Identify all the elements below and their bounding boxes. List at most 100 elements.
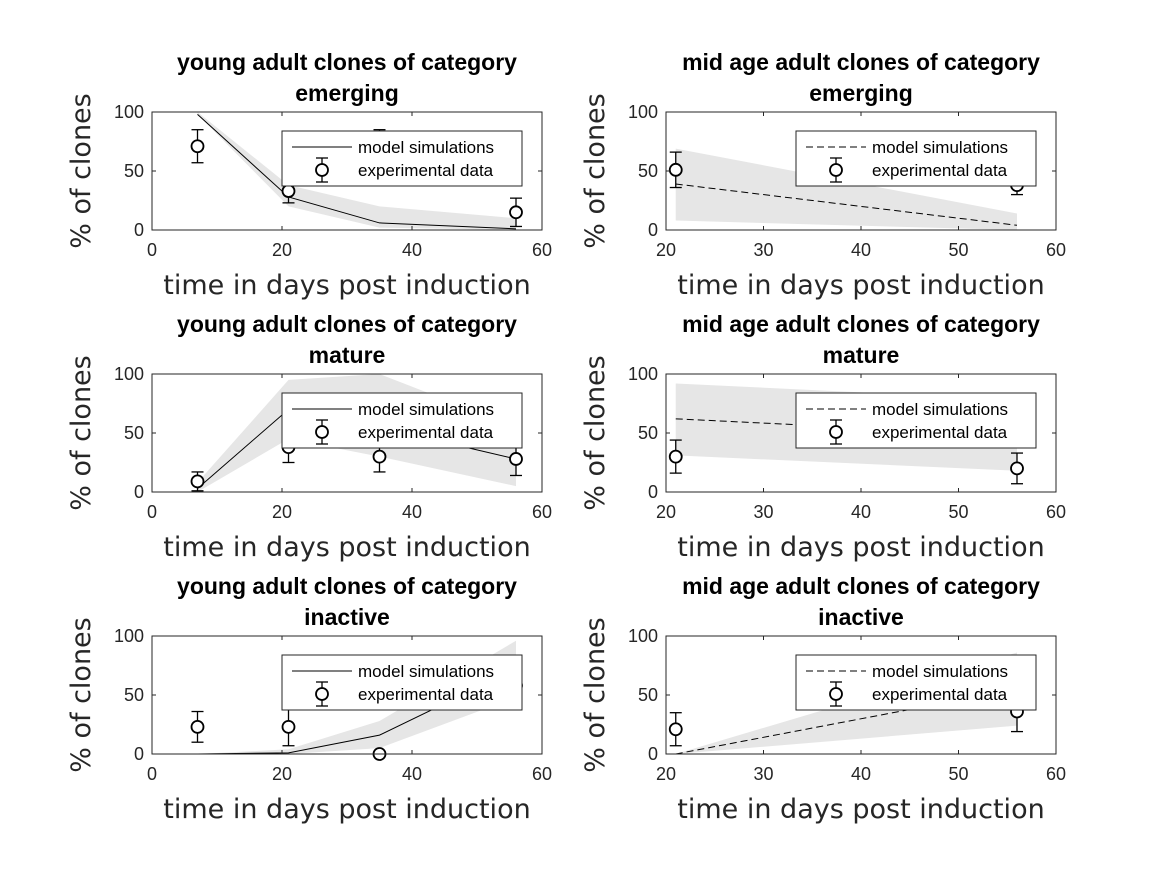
legend-marker-swatch (829, 425, 843, 439)
y-tick-label: 100 (628, 102, 658, 122)
legend-marker-swatch (315, 687, 329, 701)
x-tick-label: 40 (402, 764, 422, 784)
chart-title: mid age adult clones of category (682, 573, 1040, 599)
legend-entry: experimental data (872, 161, 1008, 180)
legend-entry: experimental data (358, 423, 494, 442)
y-tick-label: 0 (648, 482, 658, 502)
simulation-band (197, 112, 516, 230)
x-axis-label: time in days post induction (677, 794, 1044, 825)
legend-entry: experimental data (358, 685, 494, 704)
data-marker (190, 139, 205, 154)
simulation-line (675, 183, 1018, 226)
data-point (190, 710, 205, 743)
data-marker (509, 452, 523, 466)
data-marker (1010, 461, 1024, 476)
plot-area (675, 148, 1018, 230)
x-tick-label: 20 (656, 240, 676, 260)
x-tick-label: 40 (402, 502, 422, 522)
legend-marker-swatch (315, 163, 329, 177)
x-tick-label: 30 (753, 764, 773, 784)
x-tick-label: 50 (948, 764, 968, 784)
y-tick-label: 0 (134, 744, 144, 764)
y-axis-label: % of clones (66, 93, 97, 249)
chart-panel-6: 20 30 40 50 60 0 50 100 time in days post induct… (580, 573, 1066, 825)
legend: model simulations experimental data (281, 654, 523, 711)
data-point (668, 151, 683, 189)
x-tick-label: 60 (1046, 240, 1066, 260)
y-tick-label: 50 (124, 161, 144, 181)
x-tick-label: 30 (753, 240, 773, 260)
chart-title: mature (309, 342, 386, 368)
x-tick-label: 50 (948, 240, 968, 260)
y-tick-label: 50 (124, 423, 144, 443)
y-axis-label: % of clones (580, 93, 611, 249)
simulation-band (197, 640, 516, 754)
y-axis-label: % of clones (66, 355, 97, 511)
y-axis-label: % of clones (66, 617, 97, 773)
x-tick-label: 0 (147, 764, 157, 784)
x-tick-label: 0 (147, 502, 157, 522)
chart-panel-4: 20 30 40 50 60 0 50 100 time in days post induct… (580, 311, 1066, 563)
data-point (668, 439, 683, 474)
legend-marker-swatch (829, 687, 843, 701)
data-marker (281, 184, 296, 198)
y-axis-label: % of clones (580, 355, 611, 511)
x-tick-label: 40 (402, 240, 422, 260)
data-marker (281, 719, 296, 734)
legend-entry: model simulations (872, 138, 1008, 157)
chart-title: young adult clones of category (177, 49, 517, 75)
legend: model simulations experimental data (281, 130, 523, 187)
legend-entry: experimental data (358, 161, 494, 180)
y-tick-label: 50 (124, 685, 144, 705)
x-tick-label: 60 (1046, 764, 1066, 784)
chart-panel-2: 20 30 40 50 60 0 50 100 time in days post induct… (580, 49, 1066, 301)
y-tick-label: 100 (114, 626, 144, 646)
x-tick-label: 20 (272, 764, 292, 784)
legend-entry: model simulations (358, 662, 494, 681)
chart-title: mature (823, 342, 900, 368)
data-marker (372, 449, 387, 464)
chart-title: young adult clones of category (177, 311, 517, 337)
data-point (1010, 452, 1024, 485)
y-tick-label: 0 (648, 220, 658, 240)
y-tick-label: 50 (638, 685, 658, 705)
y-tick-label: 0 (134, 220, 144, 240)
x-axis-label: time in days post induction (163, 270, 530, 301)
legend-entry: model simulations (872, 400, 1008, 419)
data-point (509, 197, 523, 228)
legend-entry: model simulations (872, 662, 1008, 681)
x-axis-label: time in days post induction (677, 270, 1044, 301)
y-tick-label: 50 (638, 423, 658, 443)
y-tick-label: 100 (114, 102, 144, 122)
legend-entry: model simulations (358, 138, 494, 157)
data-point (281, 707, 296, 747)
x-tick-label: 40 (851, 240, 871, 260)
y-tick-label: 50 (638, 161, 658, 181)
y-tick-label: 100 (114, 364, 144, 384)
legend-entry: experimental data (872, 423, 1008, 442)
legend: model simulations experimental data (795, 654, 1037, 711)
data-marker (190, 719, 205, 734)
data-marker (668, 162, 683, 177)
data-marker (509, 205, 523, 220)
chart-title: inactive (304, 604, 390, 630)
chart-panel-1: 0 20 40 60 0 50 100 time in days post induction… (66, 49, 552, 301)
y-axis-label: % of clones (580, 617, 611, 773)
legend: model simulations experimental data (795, 130, 1037, 187)
x-axis-label: time in days post induction (163, 532, 530, 563)
simulation-band (675, 148, 1017, 230)
chart-panel-3: 0 20 40 60 0 50 100 time in days post induction… (66, 311, 552, 563)
x-tick-label: 40 (851, 764, 871, 784)
x-tick-label: 60 (532, 240, 552, 260)
chart-title: emerging (809, 80, 913, 106)
x-tick-label: 60 (1046, 502, 1066, 522)
y-tick-label: 100 (628, 364, 658, 384)
x-tick-label: 60 (532, 764, 552, 784)
x-tick-label: 20 (272, 502, 292, 522)
x-tick-label: 60 (532, 502, 552, 522)
legend-entry: model simulations (358, 400, 494, 419)
chart-title: emerging (295, 80, 399, 106)
legend-marker-swatch (829, 163, 843, 177)
x-tick-label: 20 (656, 502, 676, 522)
x-axis-label: time in days post induction (677, 532, 1044, 563)
